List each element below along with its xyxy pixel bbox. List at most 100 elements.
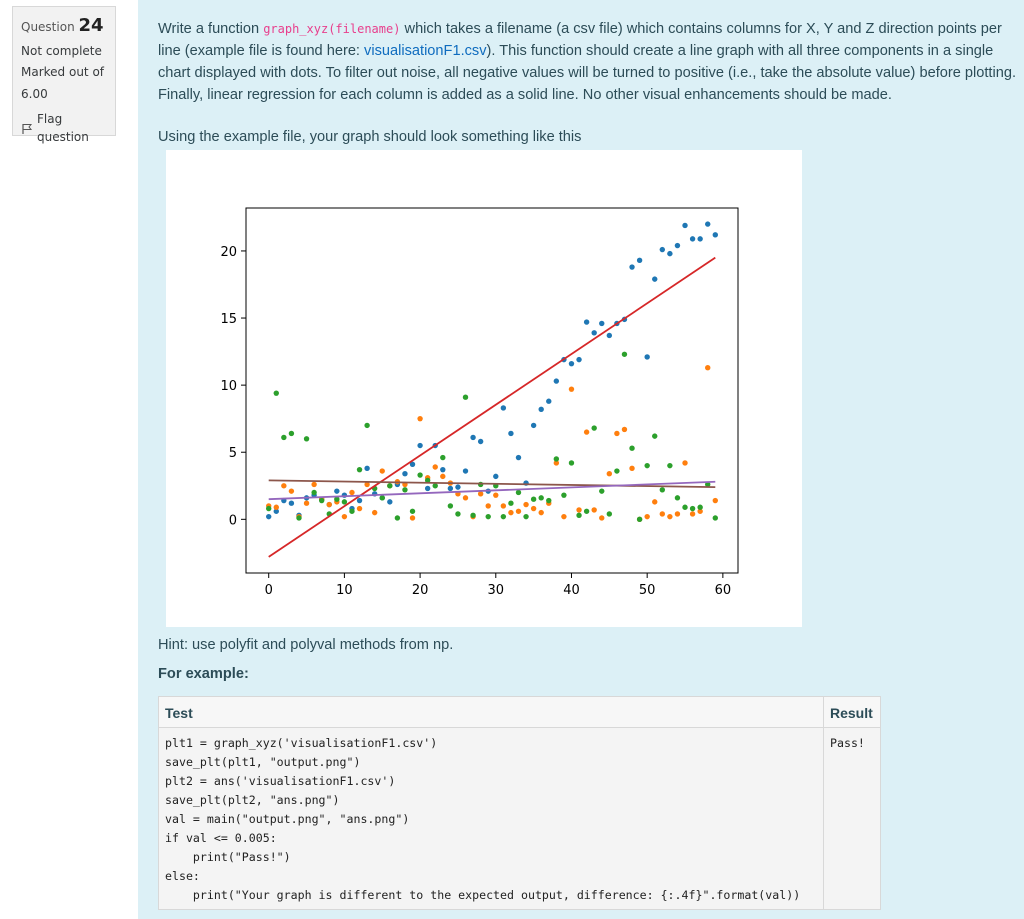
z-series-point [303,436,310,442]
x-series-point [697,236,703,242]
z-series-point [523,513,529,520]
x-series-point [364,465,370,472]
z-series-point [591,425,597,431]
z-series-point [621,351,628,357]
x-series-point [659,246,666,253]
y-series-point [288,488,295,494]
z-series-point [364,422,370,429]
y-series-point [667,513,673,520]
z-series-point [614,468,620,474]
z-regression-line [268,480,716,501]
z-series-point [409,508,416,514]
z-series-point [576,512,582,518]
y-series-point [712,497,718,504]
x-series-point [599,320,605,327]
y-tick-label: 5 [229,446,237,461]
z-series-point [394,515,401,521]
flag-question-button[interactable]: Flag question [21,111,107,146]
x-regression-line [268,256,716,558]
question-status: Not complete [21,44,102,59]
x-series-point [667,250,673,257]
z-series-point [500,513,507,520]
x-series-point [470,434,476,441]
y-series-point [462,495,469,501]
x-series-point [606,332,613,339]
z-series-point [583,508,590,514]
for-example-heading: For example: [158,666,249,682]
y-series-point [621,426,628,433]
question-label: Question [21,20,75,34]
z-series-point [432,483,438,489]
y-tick-label: 15 [220,312,237,327]
z-series-point [470,512,476,518]
x-tick-label: 20 [412,583,429,598]
z-series-point [462,394,469,400]
x-series-point [493,473,499,480]
x-series-point [652,276,658,282]
y-series-point [599,515,605,521]
z-series-point [530,496,537,502]
x-series-point [644,354,650,360]
function-signature: graph_xyz(filename) [263,22,401,36]
y-series-point [530,505,537,512]
x-series-point [402,470,408,477]
x-series-point [447,485,454,492]
z-series-point [599,488,605,494]
x-series-point [462,468,469,474]
y-series-point [417,415,423,422]
y-series-point [689,511,696,517]
example-table-row: plt1 = graph_xyz('visualisationF1.csv') … [158,727,881,910]
example-file-link[interactable]: visualisationF1.csv [364,43,487,59]
x-series-point [682,222,688,229]
x-series-point [629,264,635,270]
x-tick-label: 60 [715,583,732,598]
y-series-point [583,429,590,435]
z-series-point [568,460,575,466]
y-series-point [523,501,529,508]
y-series-point [652,499,658,505]
y-tick-label: 10 [220,379,237,394]
z-series-point [667,462,673,469]
z-series-point [644,462,650,469]
x-series-point [712,232,718,238]
y-series-point [440,473,446,480]
y-series-point [273,504,279,510]
x-tick-label: 0 [265,583,273,598]
x-series-point [424,485,431,492]
z-series-point [266,505,272,512]
marked-out-of-label: Marked out of [21,65,105,80]
y-series-point [538,509,544,516]
x-series-point [515,454,522,461]
z-series-point [652,433,658,439]
plot-frame [245,207,739,574]
hint-text: Hint: use polyfit and polyval methods fr… [158,637,454,653]
y-series-point [356,505,363,512]
x-tick-label: 50 [639,583,656,598]
x-series-point [636,257,643,264]
example-graph-figure: 0 10 20 30 40 50 60 0 5 10 15 20 [166,150,802,627]
question-info-block: Question 24 Not complete Marked out of 6… [12,6,116,144]
y-series-point [371,509,378,516]
question-text-description: which takes a filename (a csv file) whic… [158,21,1002,59]
y-series-point [697,508,703,514]
y-series-point [553,460,560,466]
y-regression-line [268,479,716,489]
x-tick-label: 40 [563,583,580,598]
flag-icon [21,123,33,135]
z-series-point [455,511,461,517]
x-series-point [273,508,279,514]
y-series-point [364,481,370,488]
z-series-point [485,513,491,520]
x-series-point [674,242,681,249]
y-series-point [349,489,355,496]
y-series-point [493,492,499,498]
z-series-point [546,497,552,504]
z-series-point [515,489,522,496]
z-series-point [356,466,363,473]
x-series-point [409,461,416,468]
y-series-point [606,470,613,477]
x-series-point [553,378,560,384]
z-series-point [674,495,681,501]
z-series-point [553,456,560,462]
z-series-point [417,472,423,478]
